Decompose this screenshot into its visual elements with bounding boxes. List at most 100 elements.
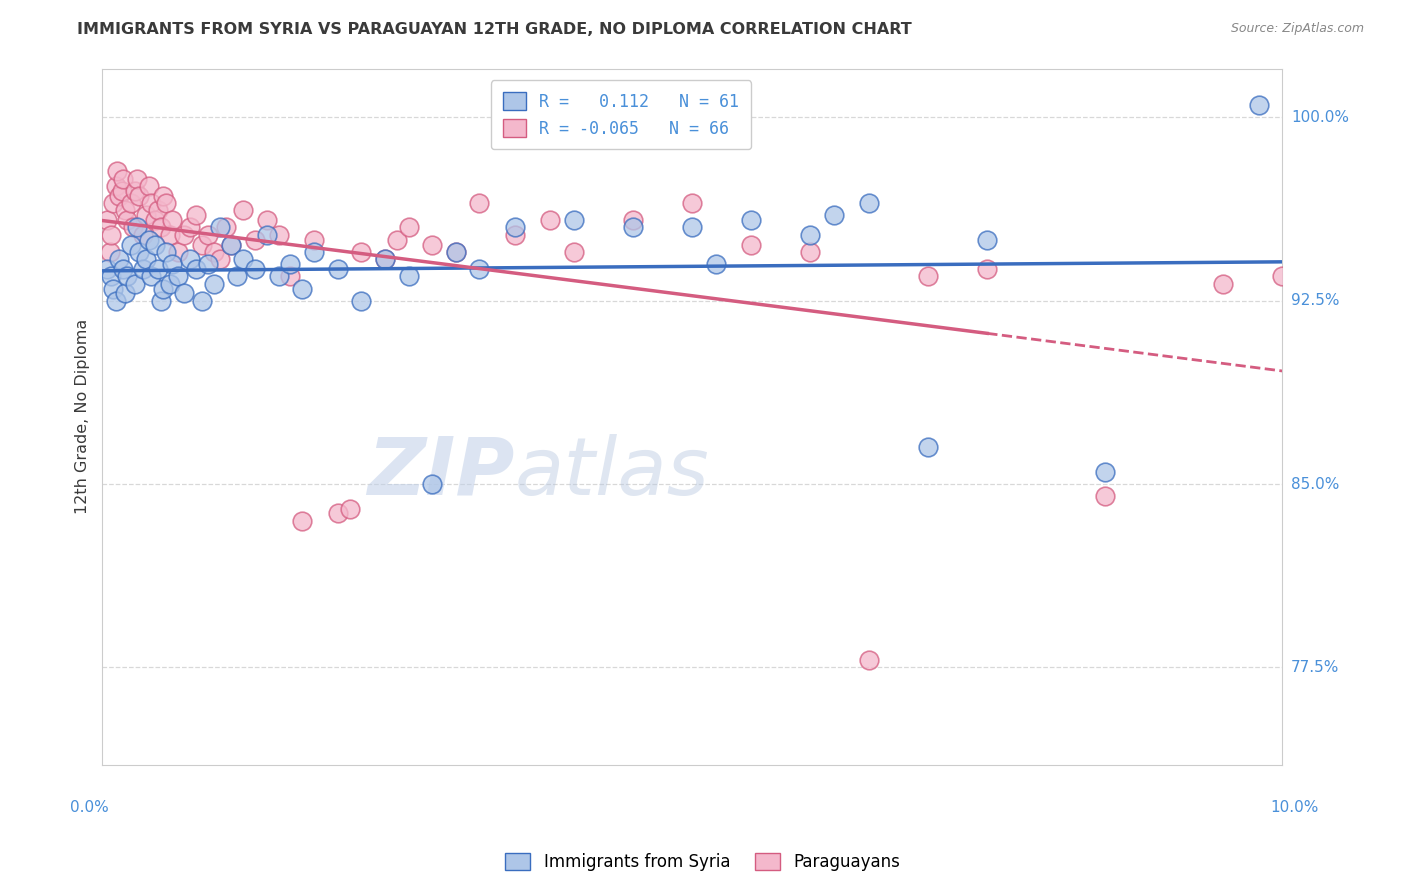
Y-axis label: 12th Grade, No Diploma: 12th Grade, No Diploma: [76, 319, 90, 515]
Point: [124, 184, 146, 198]
Point: [256, 213, 278, 227]
Legend: R =   0.112   N = 61, R = -0.065   N = 66: R = 0.112 N = 61, R = -0.065 N = 66: [491, 80, 751, 149]
Point: [221, 237, 243, 252]
Point: [976, 233, 998, 247]
Point: [1212, 277, 1234, 291]
Point: [621, 213, 644, 227]
Point: [139, 269, 162, 284]
Point: [152, 281, 174, 295]
Point: [221, 237, 243, 252]
Point: [100, 269, 122, 284]
Point: [374, 252, 396, 267]
Point: [105, 164, 128, 178]
Point: [162, 257, 184, 271]
Point: [681, 220, 703, 235]
Point: [208, 252, 231, 267]
Point: [621, 220, 644, 235]
Point: [96, 213, 118, 227]
Point: [226, 269, 249, 284]
Point: [143, 213, 166, 227]
Point: [191, 293, 214, 308]
Point: [339, 501, 361, 516]
Point: [444, 244, 467, 259]
Point: [280, 269, 302, 284]
Point: [149, 220, 172, 235]
Point: [155, 244, 177, 259]
Point: [155, 196, 177, 211]
Point: [98, 244, 121, 259]
Text: atlas: atlas: [515, 434, 710, 512]
Point: [232, 252, 254, 267]
Point: [267, 227, 290, 242]
Point: [104, 178, 127, 193]
Point: [858, 196, 880, 211]
Point: [173, 227, 195, 242]
Point: [291, 514, 314, 528]
Point: [350, 244, 373, 259]
Point: [214, 220, 236, 235]
Point: [197, 227, 219, 242]
Point: [103, 281, 125, 295]
Text: 92.5%: 92.5%: [1291, 293, 1340, 309]
Point: [108, 252, 131, 267]
Point: [104, 293, 127, 308]
Point: [173, 286, 195, 301]
Point: [799, 244, 821, 259]
Point: [148, 203, 170, 218]
Text: 0.0%: 0.0%: [70, 800, 110, 815]
Point: [858, 653, 880, 667]
Point: [143, 237, 166, 252]
Text: 85.0%: 85.0%: [1291, 476, 1339, 491]
Point: [326, 262, 349, 277]
Point: [138, 233, 160, 247]
Point: [148, 262, 170, 277]
Legend: Immigrants from Syria, Paraguayans: Immigrants from Syria, Paraguayans: [498, 845, 908, 880]
Point: [124, 277, 146, 291]
Text: IMMIGRANTS FROM SYRIA VS PARAGUAYAN 12TH GRADE, NO DIPLOMA CORRELATION CHART: IMMIGRANTS FROM SYRIA VS PARAGUAYAN 12TH…: [77, 22, 912, 37]
Point: [256, 227, 278, 242]
Point: [1094, 489, 1116, 503]
Point: [149, 293, 172, 308]
Point: [917, 441, 939, 455]
Point: [108, 188, 131, 202]
Text: Source: ZipAtlas.com: Source: ZipAtlas.com: [1230, 22, 1364, 36]
Point: [162, 213, 184, 227]
Point: [132, 227, 155, 242]
Point: [117, 269, 139, 284]
Point: [128, 188, 150, 202]
Point: [1271, 269, 1294, 284]
Point: [232, 203, 254, 218]
Point: [100, 227, 122, 242]
Point: [420, 477, 443, 491]
Point: [167, 244, 190, 259]
Point: [111, 262, 134, 277]
Point: [704, 257, 727, 271]
Point: [191, 237, 214, 252]
Point: [184, 208, 207, 222]
Point: [159, 227, 181, 242]
Point: [114, 203, 136, 218]
Point: [385, 233, 408, 247]
Text: 10.0%: 10.0%: [1270, 800, 1319, 815]
Text: 100.0%: 100.0%: [1291, 110, 1348, 125]
Point: [1094, 465, 1116, 479]
Point: [302, 233, 325, 247]
Point: [503, 220, 526, 235]
Point: [159, 277, 181, 291]
Point: [468, 196, 491, 211]
Point: [562, 213, 585, 227]
Point: [125, 220, 148, 235]
Point: [128, 244, 150, 259]
Point: [291, 281, 314, 295]
Point: [420, 237, 443, 252]
Point: [267, 269, 290, 284]
Point: [167, 269, 190, 284]
Point: [197, 257, 219, 271]
Point: [799, 227, 821, 242]
Point: [117, 213, 139, 227]
Point: [243, 233, 266, 247]
Point: [398, 269, 420, 284]
Point: [135, 252, 157, 267]
Point: [976, 262, 998, 277]
Point: [114, 286, 136, 301]
